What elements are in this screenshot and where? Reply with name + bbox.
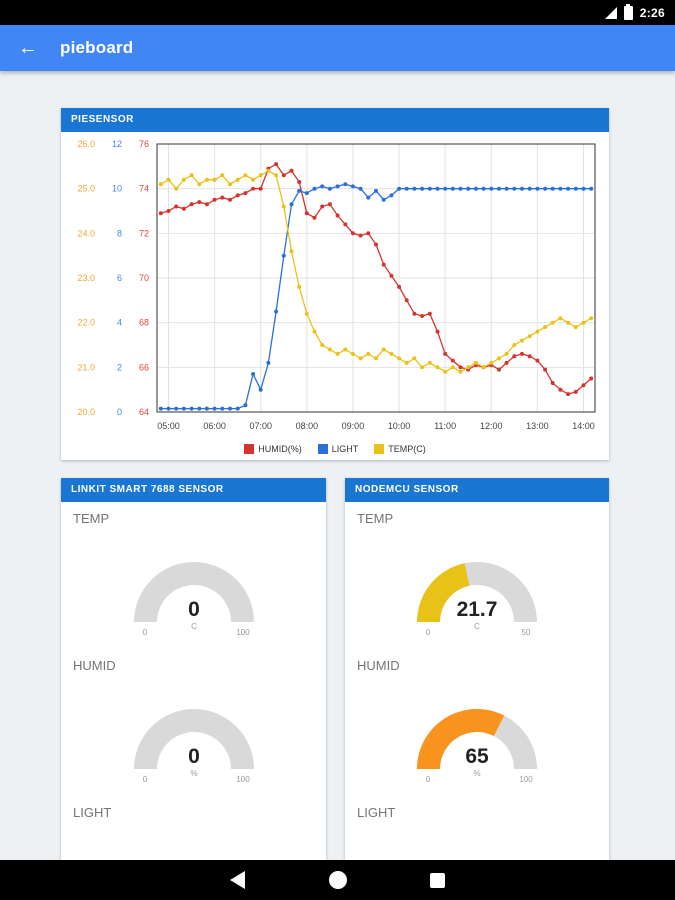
- svg-text:72: 72: [139, 228, 149, 238]
- temp-series-swatch: [374, 444, 385, 454]
- svg-text:07:00: 07:00: [249, 421, 272, 431]
- svg-text:100: 100: [236, 628, 250, 637]
- svg-text:13:00: 13:00: [526, 421, 549, 431]
- svg-text:0: 0: [117, 407, 122, 417]
- sensor-line-chart: 26.0 25.0 24.0 23.0 22.0 21.0 20.0 12 10 8 6 4 2 0 76 7…: [65, 136, 605, 443]
- gauge-wrap: 0% 0 100: [61, 675, 326, 796]
- card-title: PIESENSOR: [61, 108, 609, 132]
- svg-text:20.0: 20.0: [77, 407, 95, 417]
- nav-back-button[interactable]: [214, 860, 262, 900]
- back-arrow-icon[interactable]: ←: [18, 37, 38, 59]
- svg-text:70: 70: [139, 273, 149, 283]
- legend-item-light: LIGHT: [317, 444, 359, 454]
- legend-label-temp: TEMP(C): [388, 444, 426, 454]
- android-nav-bar: [0, 860, 675, 900]
- svg-text:0: 0: [426, 775, 431, 784]
- svg-text:65: 65: [465, 745, 489, 768]
- nodemcu-temp-gauge: 21.7 C 0 50: [392, 538, 562, 643]
- svg-text:76: 76: [139, 139, 149, 149]
- svg-text:12:00: 12:00: [480, 421, 503, 431]
- dashboard-content: PIESENSOR 26.0 25.0 24.0 23.0 22.0 21.0 20.0 12…: [0, 71, 675, 860]
- svg-text:06:00: 06:00: [203, 421, 226, 431]
- card-title: NODEMCU SENSOR: [345, 478, 609, 502]
- svg-text:2: 2: [117, 362, 122, 372]
- linkit-temp-label: TEMP: [73, 511, 110, 526]
- light-series-swatch: [317, 444, 328, 454]
- app-bar: ← pieboard: [0, 25, 675, 71]
- svg-text:68: 68: [139, 318, 149, 328]
- linkit-light-label: LIGHT: [73, 805, 112, 820]
- svg-text:%: %: [473, 769, 480, 778]
- piesensor-card: PIESENSOR 26.0 25.0 24.0 23.0 22.0 21.0 20.0 12…: [61, 108, 609, 460]
- svg-text:%: %: [190, 769, 197, 778]
- gauge-wrap: 21.7 C 0 50: [345, 528, 609, 649]
- nodemcu-sensor-card: NODEMCU SENSOR TEMP 21.7 C 0 50 HUMID 65% 0 1…: [345, 478, 609, 860]
- status-bar: 2:26: [0, 0, 675, 25]
- svg-text:0: 0: [188, 745, 200, 768]
- linkit-temp-gauge: 0 C 0 100: [109, 538, 279, 643]
- svg-text:74: 74: [139, 184, 149, 194]
- svg-text:08:00: 08:00: [296, 421, 319, 431]
- legend-item-temp: TEMP(C): [374, 444, 426, 454]
- recents-square-icon: [430, 872, 445, 888]
- svg-text:0: 0: [142, 775, 147, 784]
- svg-text:26.0: 26.0: [77, 139, 95, 149]
- home-circle-icon: [328, 871, 347, 889]
- nav-recents-button[interactable]: [414, 860, 462, 900]
- gauge-wrap: 65% 0 100: [345, 675, 609, 796]
- svg-text:05:00: 05:00: [157, 421, 180, 431]
- svg-text:21.7: 21.7: [457, 598, 498, 621]
- svg-text:0: 0: [188, 598, 200, 621]
- back-triangle-icon: [230, 871, 245, 889]
- svg-text:24.0: 24.0: [77, 228, 95, 238]
- legend-item-humid: HUMID(%): [244, 444, 302, 454]
- status-time: 2:26: [639, 5, 665, 20]
- svg-text:C: C: [191, 622, 197, 631]
- svg-text:64: 64: [139, 407, 149, 417]
- svg-text:14:00: 14:00: [572, 421, 595, 431]
- svg-text:23.0: 23.0: [77, 273, 95, 283]
- svg-text:100: 100: [236, 775, 250, 784]
- chart-wrap: 26.0 25.0 24.0 23.0 22.0 21.0 20.0 12 10 8 6 4 2 0 76 7…: [61, 132, 609, 443]
- linkit-sensor-card: LINKIT SMART 7688 SENSOR TEMP 0 C 0 100 HUM…: [61, 478, 326, 860]
- svg-text:11:00: 11:00: [434, 421, 456, 431]
- nav-home-button[interactable]: [314, 860, 362, 900]
- cellular-signal-icon: [604, 6, 617, 19]
- linkit-humid-gauge: 0% 0 100: [109, 685, 279, 790]
- svg-text:22.0: 22.0: [77, 318, 95, 328]
- nodemcu-temp-label: TEMP: [357, 511, 394, 526]
- nodemcu-light-label: LIGHT: [357, 805, 396, 820]
- nodemcu-humid-gauge: 65% 0 100: [392, 685, 562, 790]
- svg-text:50: 50: [522, 628, 531, 637]
- svg-text:8: 8: [117, 228, 122, 238]
- svg-text:21.0: 21.0: [77, 362, 95, 372]
- svg-text:0: 0: [426, 628, 431, 637]
- svg-text:10:00: 10:00: [388, 421, 411, 431]
- svg-text:09:00: 09:00: [342, 421, 365, 431]
- legend-label-humid: HUMID(%): [258, 444, 302, 454]
- legend-label-light: LIGHT: [331, 444, 359, 454]
- nodemcu-humid-label: HUMID: [357, 658, 400, 673]
- humid-series-swatch: [244, 444, 255, 454]
- svg-text:6: 6: [117, 273, 122, 283]
- svg-text:4: 4: [117, 318, 122, 328]
- svg-text:10: 10: [112, 184, 122, 194]
- svg-text:C: C: [474, 622, 480, 631]
- gauge-wrap: 0 C 0 100: [61, 528, 326, 649]
- svg-text:100: 100: [519, 775, 533, 784]
- svg-text:25.0: 25.0: [77, 184, 95, 194]
- linkit-humid-label: HUMID: [73, 658, 116, 673]
- svg-text:12: 12: [112, 139, 122, 149]
- chart-legend: HUMID(%) LIGHT TEMP(C): [61, 443, 609, 460]
- battery-icon: [623, 3, 633, 20]
- svg-text:66: 66: [139, 362, 149, 372]
- svg-text:0: 0: [142, 628, 147, 637]
- card-title: LINKIT SMART 7688 SENSOR: [61, 478, 326, 502]
- app-title: pieboard: [60, 38, 134, 57]
